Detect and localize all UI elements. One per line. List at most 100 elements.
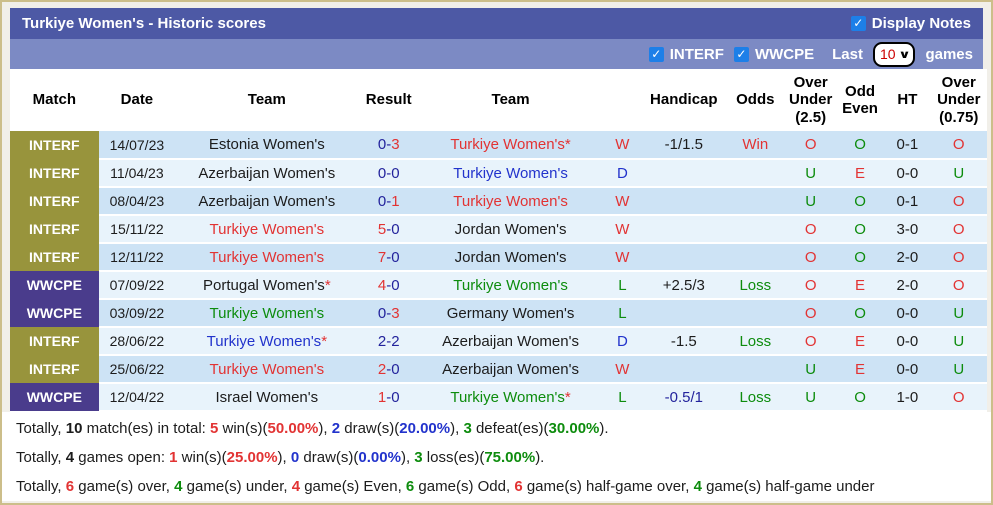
totals-segment: defeat(es)( [471, 420, 549, 437]
away-team-cell: Jordan Women's [418, 243, 603, 272]
odd-even-cell: O [835, 243, 885, 272]
home-score: 0 [377, 304, 387, 322]
column-header: HT [897, 91, 918, 109]
away-score: 0 [391, 220, 400, 238]
odd-even-cell: O [835, 215, 885, 244]
team-name: Turkiye Women's [209, 360, 325, 378]
away-team-cell: Turkiye Women's [418, 159, 603, 188]
column-header: Odd Even [842, 82, 878, 117]
odd-even-letter: O [854, 248, 866, 266]
over-under-25-cell: U [785, 187, 836, 216]
team-name: Turkiye Women's [450, 388, 565, 406]
interf-checkbox-icon[interactable]: ✓ [648, 46, 664, 62]
last-label: Last [832, 45, 863, 63]
league-badge: INTERF [10, 327, 99, 355]
over-under-075-cell: U [930, 327, 987, 356]
odds-cell [725, 159, 786, 188]
table-header: Match Date Team Result Team Handicap Odds Over … [10, 69, 987, 131]
totals-segment: 20.00% [399, 420, 451, 437]
over-under-075-cell: O [930, 187, 987, 216]
away-team-cell: Turkiye Women's [418, 271, 603, 300]
over-under-25-cell: U [785, 159, 836, 188]
over-under-25-cell: U [785, 355, 836, 384]
team-name: Turkiye Women's [453, 192, 568, 210]
over-under-letter: U [805, 192, 817, 210]
team-name: Azerbaijan Women's [442, 332, 579, 350]
over-under-letter: O [952, 248, 965, 266]
display-notes-toggle[interactable]: ✓ Display Notes [850, 15, 971, 32]
handicap-value: -1.5 [670, 332, 697, 350]
column-header: Team [491, 91, 530, 109]
score-dash: - [386, 360, 392, 378]
filter-wwcpe-toggle[interactable]: ✓ WWCPE [733, 46, 814, 63]
table-row: INTERF 08/04/23 Azerbaijan Women's 0-1 Turki… [10, 187, 987, 216]
odds-cell [725, 355, 786, 384]
over-under-letter: O [952, 220, 965, 238]
odd-even-cell: O [835, 187, 885, 216]
over-under-25-cell: O [785, 215, 836, 244]
handicap-value: -1/1.5 [664, 136, 703, 153]
home-score: 0 [377, 136, 387, 153]
result-cell: 0-0 [358, 159, 419, 188]
totals-segment: loss(es)( [422, 449, 485, 466]
team-asterisk: * [324, 276, 331, 294]
table-row: WWCPE 12/04/22 Israel Women's 1-0 Turkiye Wo… [10, 383, 987, 412]
away-team-cell: Azerbaijan Women's [418, 355, 603, 384]
column-header: Odds [736, 91, 775, 109]
ht-cell: 0-1 [884, 187, 931, 216]
team-name: Turkiye Women's [209, 248, 325, 266]
over-under-25-cell: O [785, 243, 836, 272]
home-team-cell: Azerbaijan Women's [175, 159, 359, 188]
totals-segment: game(s) Even, [300, 478, 406, 495]
team-name: Azerbaijan Women's [442, 360, 579, 378]
column-header: Over Under (0.75) [937, 74, 981, 126]
handicap-cell: +2.5/3 [642, 271, 726, 300]
result-cell: 0-1 [358, 187, 419, 216]
over-under-letter: U [805, 360, 817, 378]
date-cell: 28/06/22 [98, 327, 176, 356]
over-under-letter: O [804, 304, 817, 322]
handicap-value: -0.5/1 [664, 388, 703, 406]
score-dash: - [386, 332, 392, 350]
score-dash: - [386, 164, 392, 182]
away-score: 0 [391, 276, 400, 294]
wdl-letter: L [618, 276, 627, 294]
over-under-letter: O [804, 220, 817, 238]
display-notes-checkbox-icon[interactable]: ✓ [850, 16, 866, 31]
games-count-value: 10 [879, 46, 896, 62]
filter-interf-toggle[interactable]: ✓ INTERF [648, 46, 724, 63]
wwcpe-checkbox-icon[interactable]: ✓ [733, 46, 749, 62]
odds-cell [725, 243, 786, 272]
team-name: Turkiye Women's [450, 136, 565, 153]
over-under-075-cell: O [930, 215, 987, 244]
away-team-cell: Azerbaijan Women's [418, 327, 603, 356]
page-title: Turkiye Women's - Historic scores [22, 15, 266, 32]
over-under-letter: U [805, 164, 817, 182]
column-header: Date [120, 91, 154, 109]
totals-segment: win(s)( [177, 449, 227, 466]
league-badge: WWCPE [10, 271, 99, 299]
table-row: INTERF 14/07/23 Estonia Women's 0-3 Turkiye … [10, 131, 987, 160]
handicap-value: +2.5/3 [662, 276, 705, 294]
odd-even-letter: O [854, 304, 866, 322]
over-under-25-cell: O [785, 131, 836, 160]
home-team-cell: Israel Women's [175, 383, 359, 412]
home-score: 7 [377, 248, 387, 266]
wdl-cell: L [602, 299, 643, 328]
team-name: Jordan Women's [454, 220, 567, 238]
result-cell: 5-0 [358, 215, 419, 244]
home-team-cell: Turkiye Women's [175, 243, 359, 272]
over-under-25-cell: O [785, 271, 836, 300]
totals-segment: ), [400, 449, 415, 466]
league-badge: INTERF [10, 131, 99, 159]
totals-segment: game(s) half-game over, [522, 478, 694, 495]
league-badge: INTERF [10, 215, 99, 243]
team-name: Portugal Women's [203, 276, 325, 294]
wdl-letter: W [615, 136, 630, 153]
away-score: 1 [391, 192, 400, 210]
games-count-select[interactable]: 10 ∨ [872, 41, 916, 67]
totals-segment: 2 [331, 420, 341, 437]
totals-line: Totally, 6 game(s) over, 4 game(s) under… [16, 472, 991, 501]
odd-even-cell: E [835, 159, 885, 188]
date-cell: 12/04/22 [98, 383, 176, 412]
